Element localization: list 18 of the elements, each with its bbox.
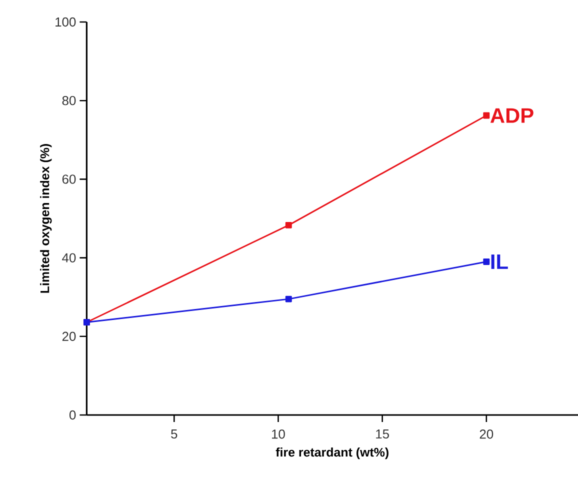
point — [483, 112, 490, 119]
point — [285, 222, 292, 228]
x-tick-label: 5 — [171, 430, 178, 439]
y-tick-label: 60 — [62, 174, 76, 184]
x-tick-label: 10 — [272, 430, 285, 439]
series-label: ADP — [490, 108, 534, 123]
series-label: IL — [491, 254, 508, 269]
point — [483, 258, 490, 265]
y-tick-label: 80 — [62, 96, 76, 106]
point — [285, 296, 292, 302]
y-tick-label: 40 — [62, 253, 76, 262]
x-tick-label: 20 — [480, 430, 494, 439]
y-tick-label: 100 — [56, 17, 76, 27]
x-tick-label: 15 — [376, 430, 389, 439]
y-tick-label: 20 — [62, 332, 76, 341]
x-axis-title: fire retardant (wt%) — [276, 448, 388, 460]
y-axis-title: Limited oxygen index (%) — [40, 144, 52, 293]
y-tick-label: 0 — [69, 410, 76, 420]
